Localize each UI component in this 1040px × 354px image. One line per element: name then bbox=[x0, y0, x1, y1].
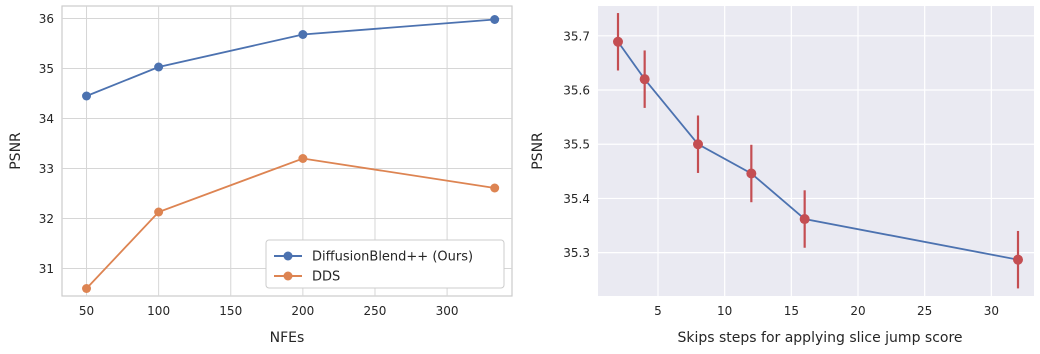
y-tick-label: 36 bbox=[39, 12, 54, 26]
y-tick-label: 35.7 bbox=[563, 29, 590, 43]
data-point bbox=[154, 62, 164, 72]
data-point bbox=[154, 207, 164, 217]
x-tick-label: 250 bbox=[364, 304, 387, 318]
chart-nfe-legend: DiffusionBlend++ (Ours) DDS bbox=[265, 239, 505, 289]
chart-skip-x-axis-label: Skips steps for applying slice jump scor… bbox=[677, 330, 962, 346]
chart-skip-x-ticks: 5 10 15 20 25 30 bbox=[654, 304, 999, 318]
chart-skip-y-ticks: 35.3 35.4 35.5 35.6 35.7 bbox=[563, 29, 590, 260]
legend-box bbox=[265, 239, 505, 289]
data-point bbox=[490, 183, 500, 193]
chart-skip-series bbox=[613, 13, 1023, 289]
x-tick-label: 100 bbox=[147, 304, 170, 318]
chart-skip-plot-area bbox=[598, 6, 1034, 296]
chart-skip-y-axis-label: PSNR bbox=[530, 132, 546, 170]
legend-label-dds: DDS bbox=[312, 270, 340, 285]
data-point bbox=[639, 74, 650, 85]
legend-marker-diffusionblend bbox=[283, 251, 293, 261]
x-tick-label: 200 bbox=[291, 304, 314, 318]
chart-nfe-vs-psnr: 50 100 150 200 250 300 31 32 33 34 35 36 NFEs PSNR… bbox=[8, 5, 513, 346]
y-tick-label: 35.6 bbox=[563, 84, 590, 98]
y-tick-label: 34 bbox=[39, 112, 54, 126]
legend-entry-dds: DDS bbox=[274, 270, 340, 285]
series-line-0 bbox=[86, 18, 495, 97]
data-point bbox=[298, 154, 308, 163]
series-line-0 bbox=[617, 41, 1019, 261]
data-point bbox=[82, 91, 92, 101]
x-tick-label: 20 bbox=[850, 304, 865, 318]
legend-label-diffusionblend: DiffusionBlend++ (Ours) bbox=[312, 250, 473, 265]
series-line-1 bbox=[85, 157, 495, 290]
x-tick-label: 30 bbox=[984, 304, 999, 318]
data-point bbox=[613, 36, 623, 47]
data-point bbox=[693, 139, 703, 150]
y-tick-label: 35.4 bbox=[563, 192, 590, 206]
data-point bbox=[298, 30, 308, 39]
data-point bbox=[82, 284, 92, 293]
legend-entry-diffusionblend: DiffusionBlend++ (Ours) bbox=[274, 250, 473, 265]
legend-marker-dds bbox=[283, 271, 293, 281]
y-tick-label: 33 bbox=[39, 162, 54, 176]
chart-skip-grid bbox=[598, 6, 1034, 296]
x-tick-label: 5 bbox=[654, 304, 662, 318]
chart-skip-steps-vs-psnr: 5 10 15 20 25 30 35.3 35.4 35.5 35.6 35.7 Skips s… bbox=[530, 6, 1034, 346]
y-tick-label: 35.5 bbox=[563, 138, 590, 152]
chart-nfe-x-axis-label: NFEs bbox=[270, 330, 305, 346]
chart-nfe-y-ticks: 31 32 33 34 35 36 bbox=[39, 12, 54, 276]
y-tick-label: 31 bbox=[39, 262, 54, 276]
data-point bbox=[490, 15, 500, 24]
chart-nfe-series bbox=[82, 15, 500, 293]
x-tick-label: 150 bbox=[219, 304, 242, 318]
x-tick-label: 15 bbox=[784, 304, 799, 318]
data-point bbox=[746, 168, 757, 179]
y-tick-label: 35.3 bbox=[563, 246, 590, 260]
x-tick-label: 25 bbox=[917, 304, 932, 318]
chart-nfe-y-axis-label: PSNR bbox=[8, 132, 24, 170]
x-tick-label: 50 bbox=[79, 304, 94, 318]
data-point bbox=[799, 214, 810, 225]
chart-nfe-x-ticks: 50 100 150 200 250 300 bbox=[79, 304, 459, 318]
x-tick-label: 10 bbox=[717, 304, 732, 318]
data-point bbox=[1013, 254, 1023, 265]
y-tick-label: 35 bbox=[39, 62, 54, 76]
x-tick-label: 300 bbox=[436, 304, 459, 318]
y-tick-label: 32 bbox=[39, 212, 54, 226]
